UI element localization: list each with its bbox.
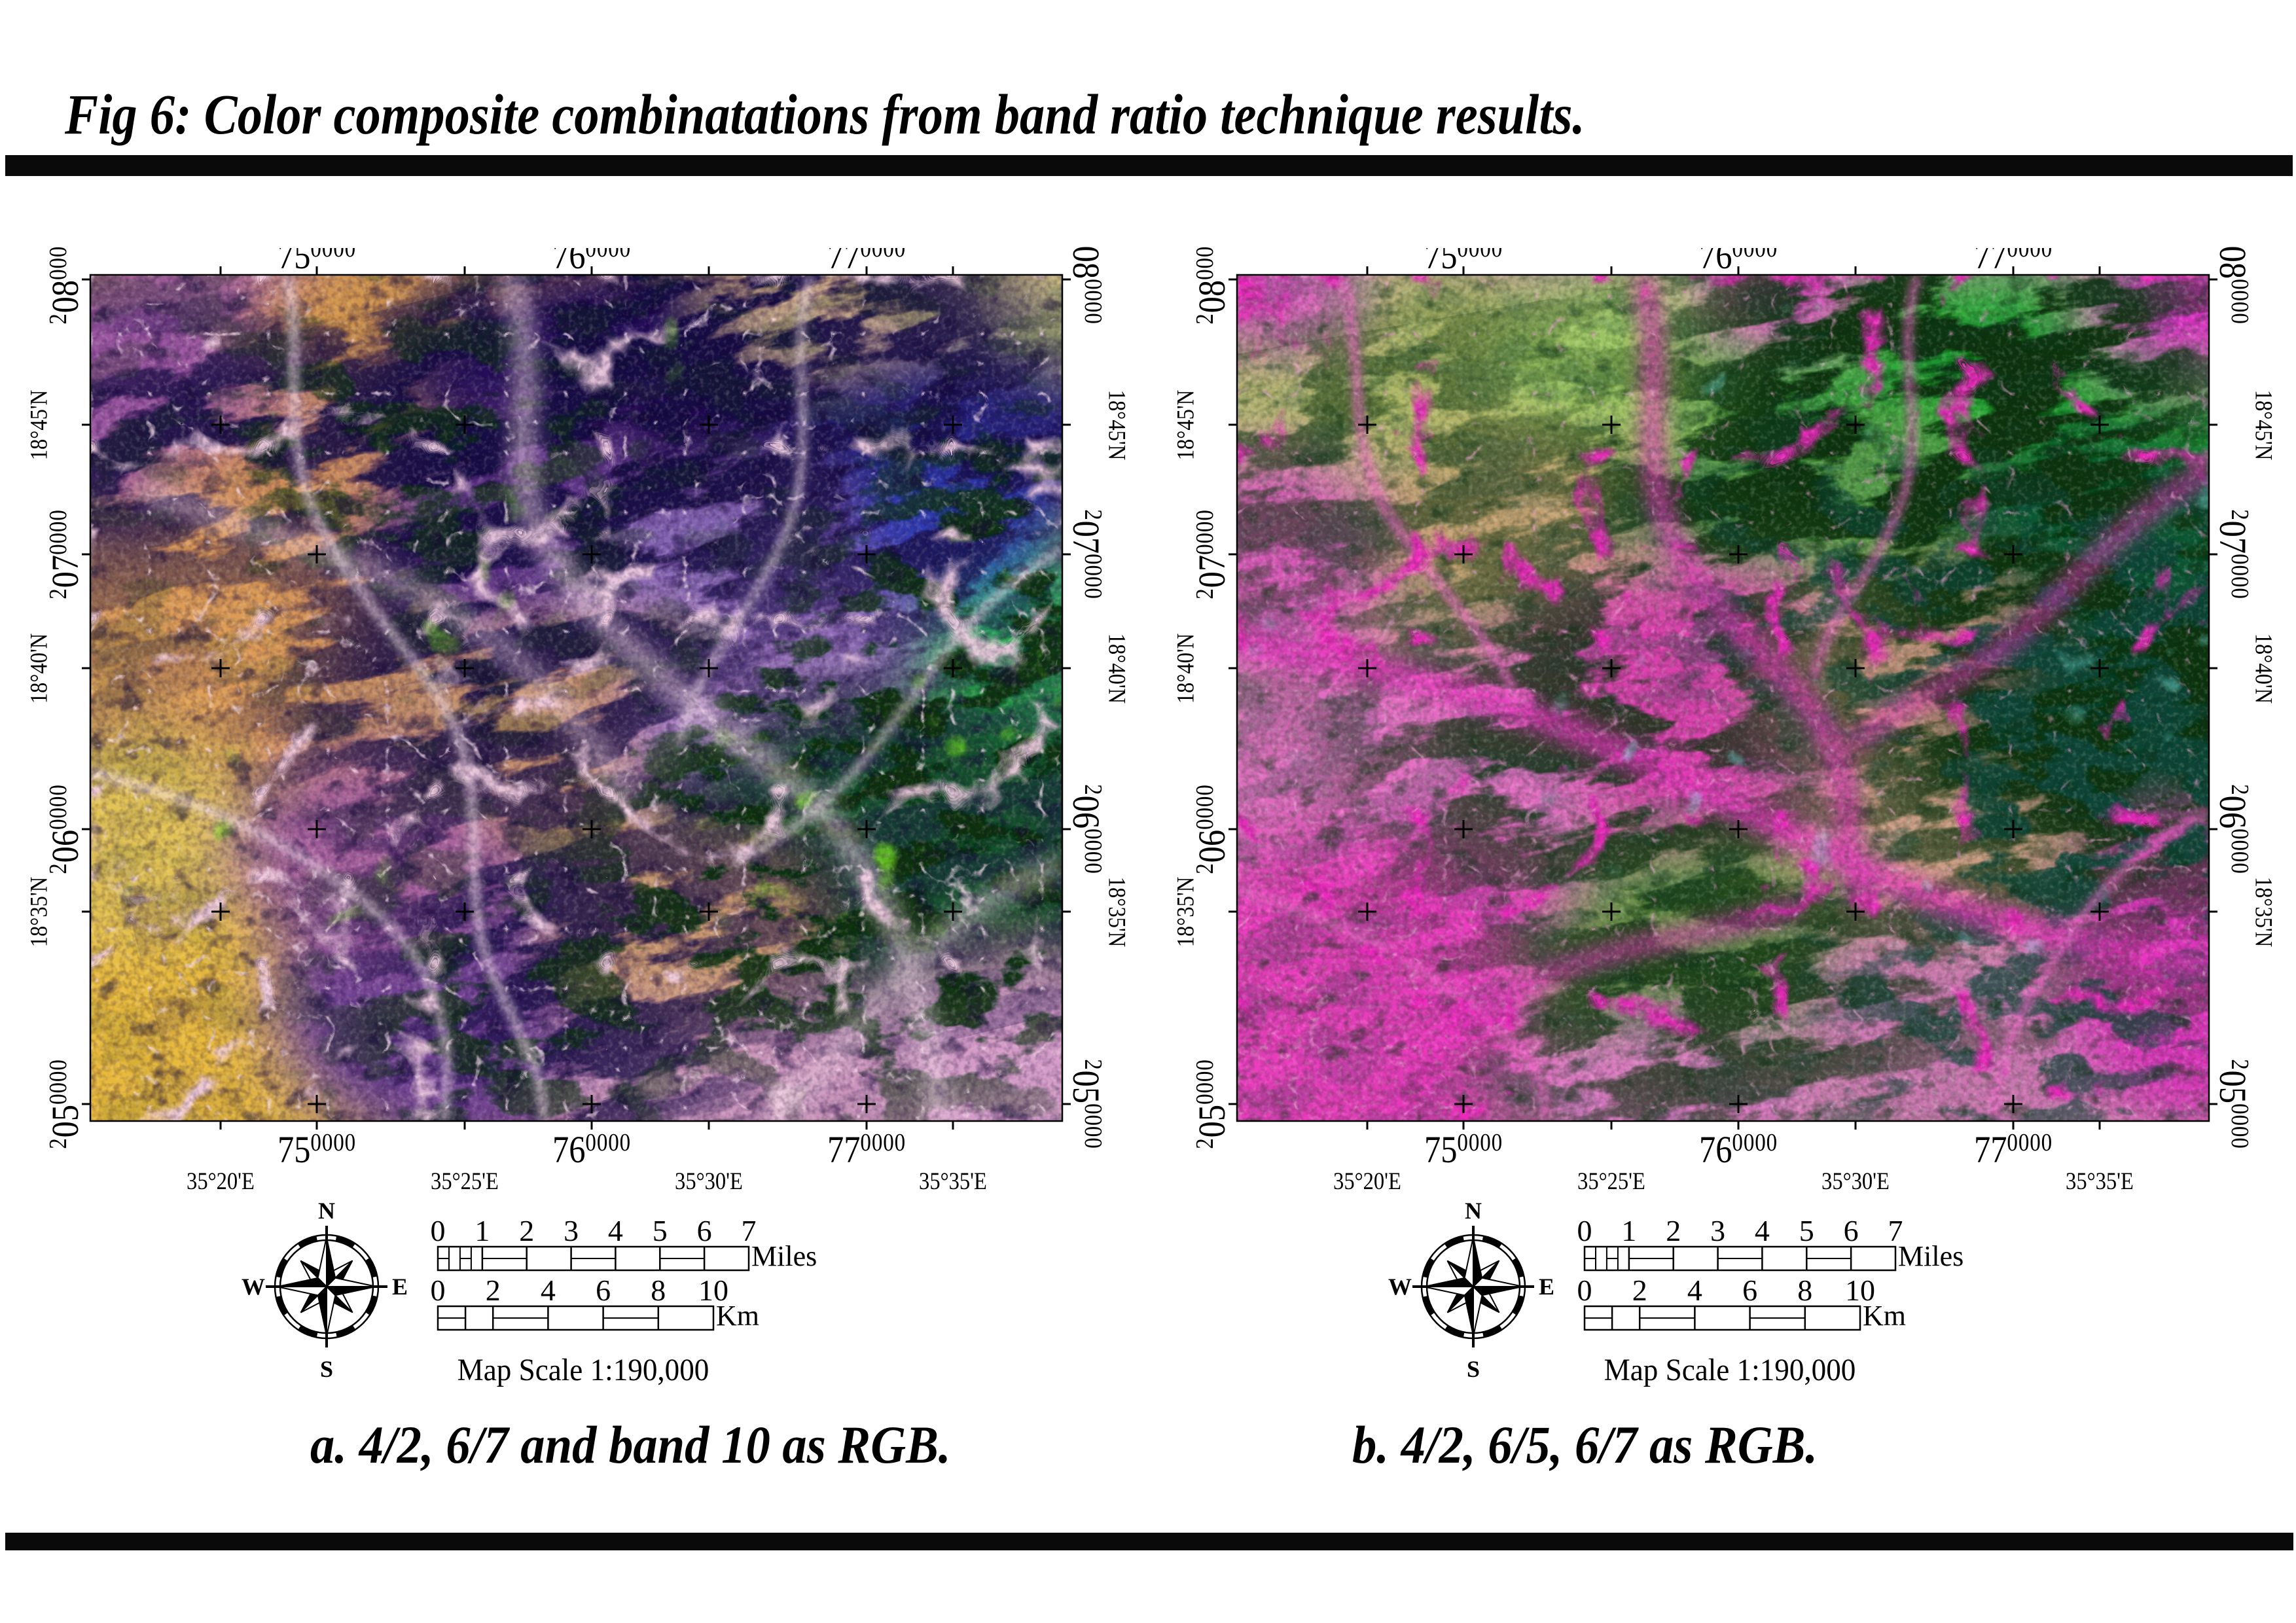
svg-text:E: E <box>392 1274 408 1300</box>
svg-text:7: 7 <box>742 1216 757 1247</box>
svg-text:N: N <box>318 1198 335 1224</box>
svg-text:4: 4 <box>1755 1216 1770 1247</box>
svg-text:6: 6 <box>596 1274 611 1307</box>
svg-text:10: 10 <box>698 1274 728 1307</box>
svg-text:7: 7 <box>1888 1216 1903 1247</box>
svg-text:5: 5 <box>1799 1216 1814 1247</box>
svg-text:E: E <box>1539 1274 1554 1300</box>
svg-text:S: S <box>1467 1356 1480 1382</box>
svg-text:8: 8 <box>651 1274 666 1307</box>
svg-text:6: 6 <box>1742 1274 1757 1307</box>
svg-text:2: 2 <box>1666 1216 1681 1247</box>
svg-text:5: 5 <box>653 1216 668 1247</box>
svg-text:6: 6 <box>697 1216 712 1247</box>
svg-text:0: 0 <box>1578 1216 1592 1247</box>
svg-text:2: 2 <box>519 1216 534 1247</box>
svg-text:Miles: Miles <box>1898 1240 1964 1272</box>
svg-text:W: W <box>1388 1274 1412 1300</box>
svg-text:3: 3 <box>564 1216 579 1247</box>
svg-text:10: 10 <box>1845 1274 1875 1307</box>
svg-text:N: N <box>1465 1198 1482 1224</box>
svg-text:4: 4 <box>608 1216 623 1247</box>
svg-text:0: 0 <box>431 1274 446 1307</box>
svg-text:3: 3 <box>1710 1216 1725 1247</box>
svg-text:2: 2 <box>1632 1274 1647 1307</box>
svg-text:Miles: Miles <box>751 1240 817 1272</box>
svg-text:4: 4 <box>541 1274 556 1307</box>
svg-text:1: 1 <box>475 1216 490 1247</box>
svg-text:2: 2 <box>486 1274 501 1307</box>
svg-text:0: 0 <box>431 1216 446 1247</box>
svg-text:Km: Km <box>716 1300 759 1332</box>
svg-text:6: 6 <box>1844 1216 1859 1247</box>
svg-text:1: 1 <box>1621 1216 1636 1247</box>
svg-text:0: 0 <box>1578 1274 1592 1307</box>
svg-text:8: 8 <box>1797 1274 1812 1307</box>
svg-text:Km: Km <box>1863 1300 1906 1332</box>
svg-text:4: 4 <box>1687 1274 1702 1307</box>
svg-text:W: W <box>242 1274 265 1300</box>
svg-text:S: S <box>320 1356 333 1382</box>
